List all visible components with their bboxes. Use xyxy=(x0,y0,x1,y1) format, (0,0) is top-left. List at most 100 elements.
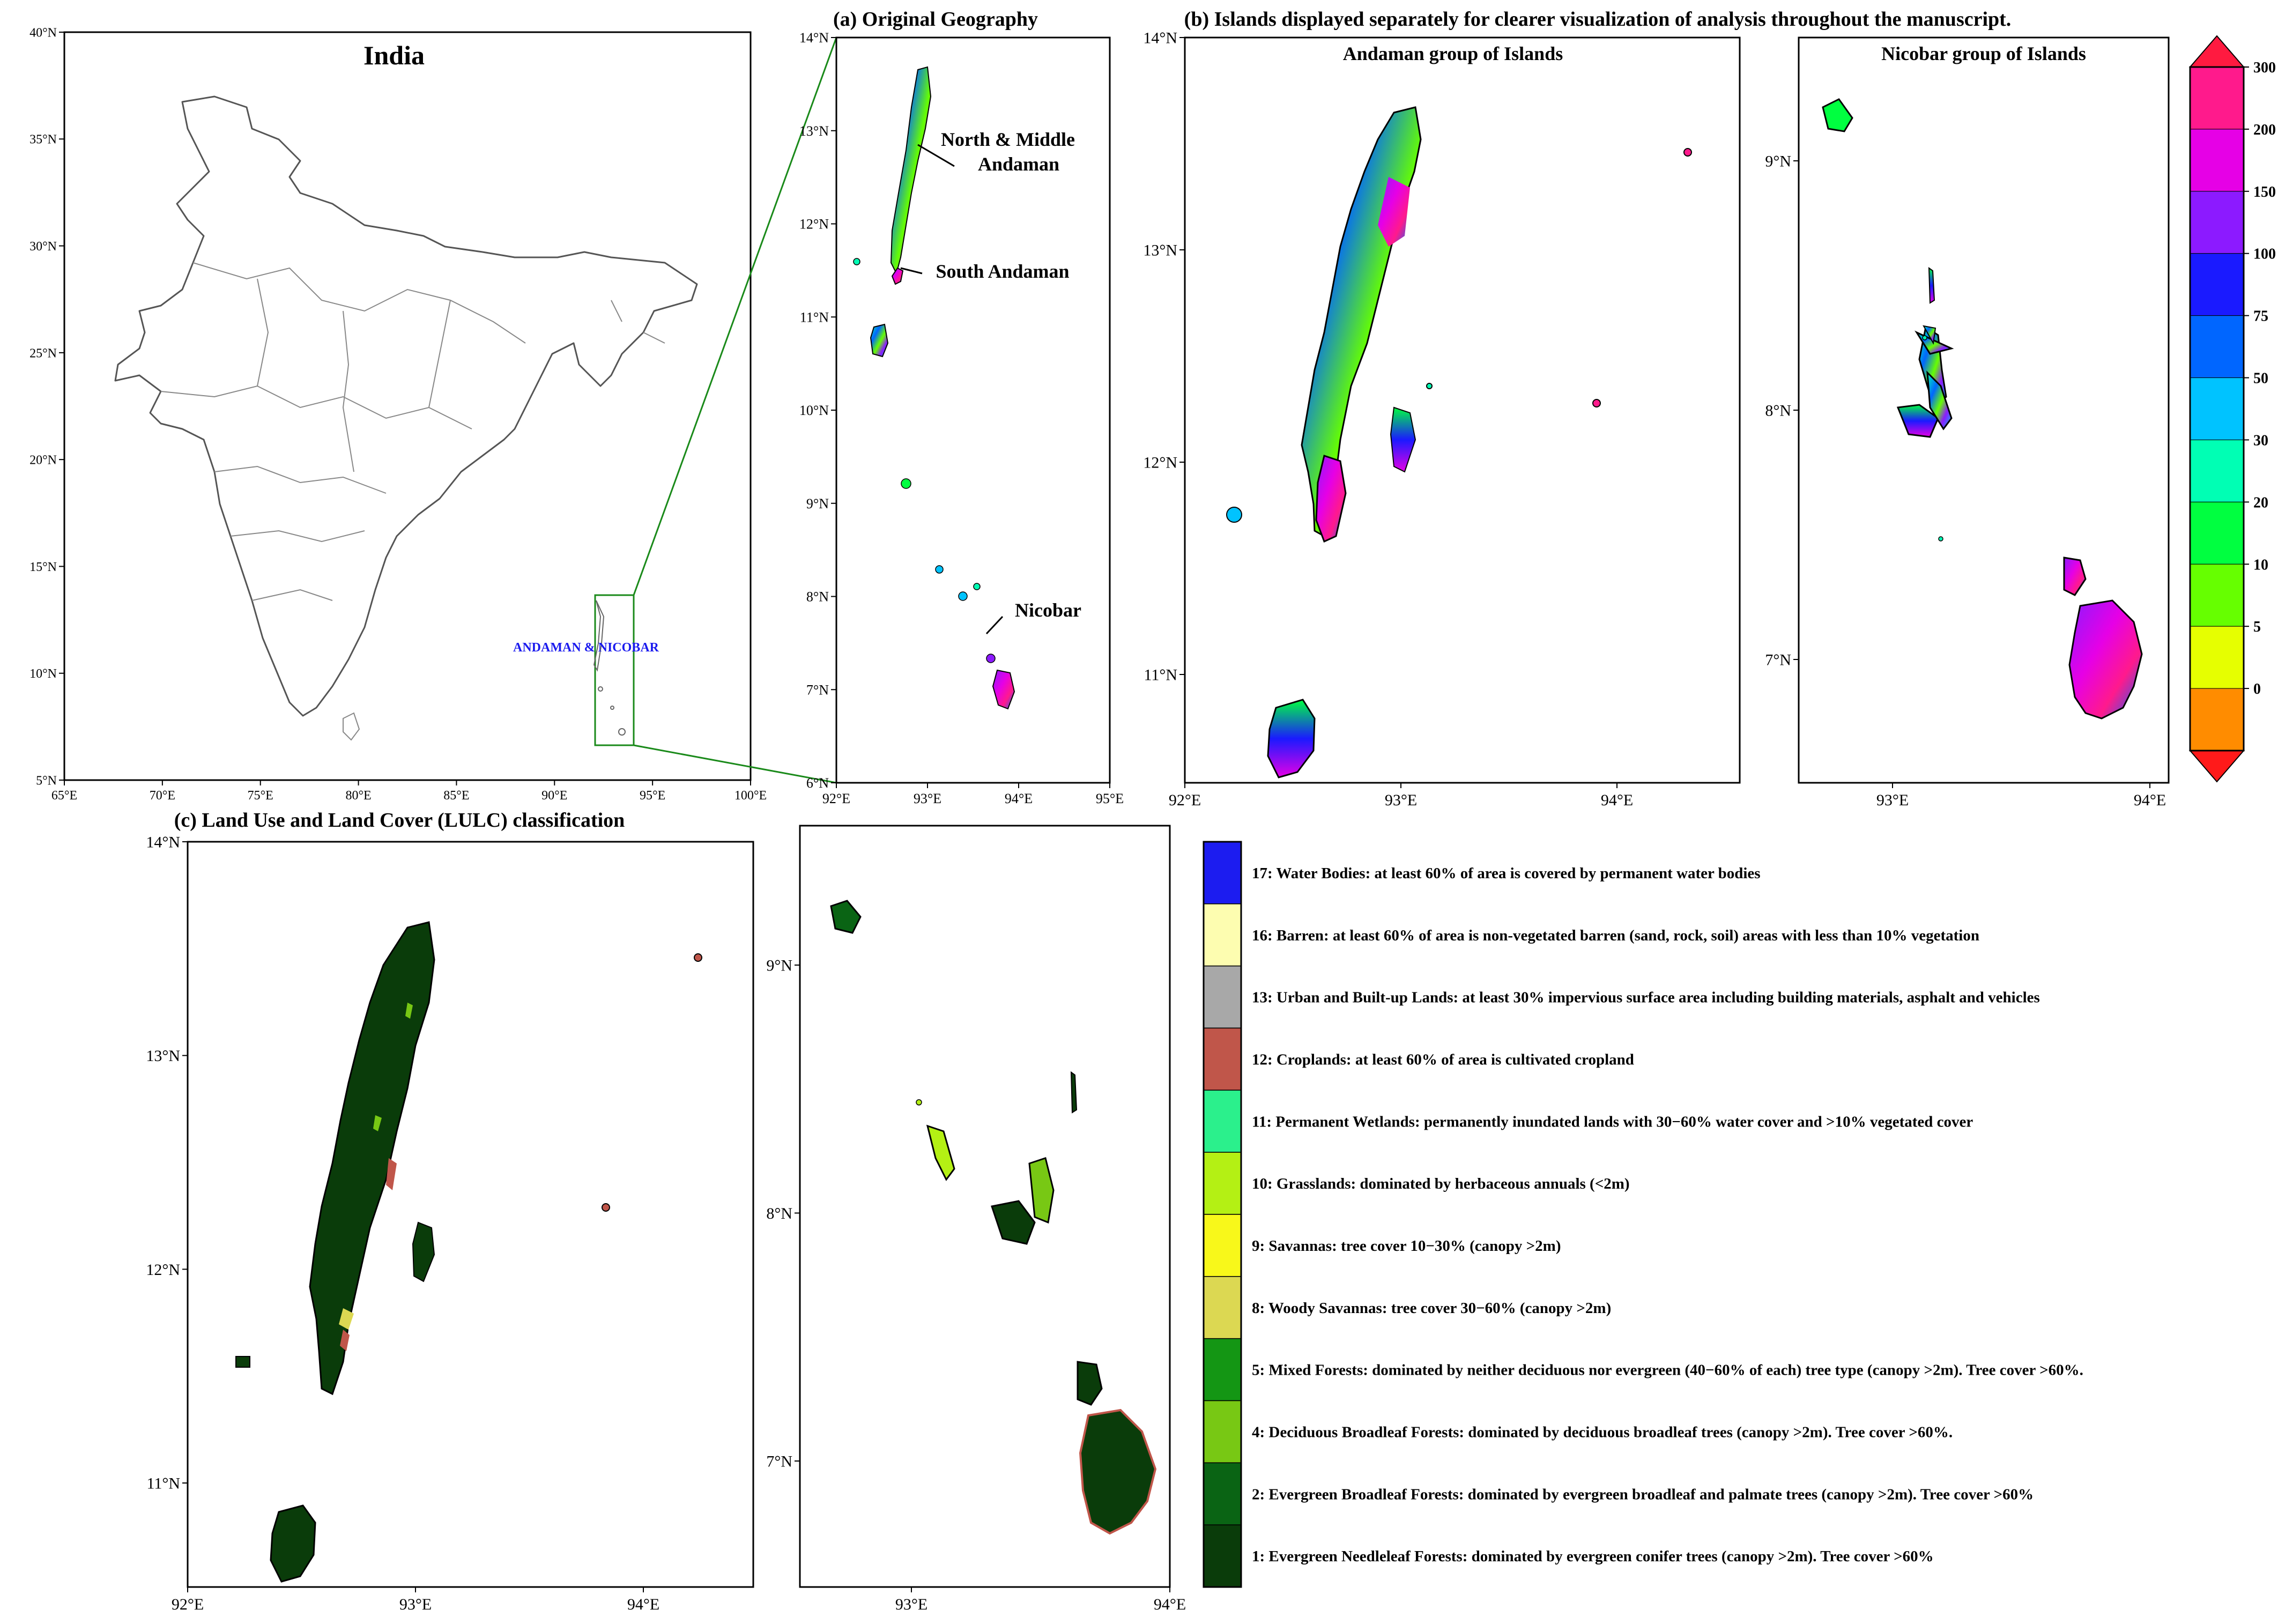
x-tick-label: 100°E xyxy=(734,789,767,803)
x-tick-label: 92°E xyxy=(822,791,850,806)
y-tick-label: 9°N xyxy=(766,957,792,975)
y-tick-label: 5°N xyxy=(36,774,57,788)
andaman-nicobar-label: ANDAMAN & NICOBAR xyxy=(513,641,659,655)
colorbar-arrow-bottom xyxy=(2188,750,2245,783)
panel-a-title: (a) Original Geography xyxy=(833,8,1038,31)
legend-label: 12: Croplands: at least 60% of area is c… xyxy=(1252,1051,1634,1068)
y-tick-label: 13°N xyxy=(146,1047,180,1065)
india-outline xyxy=(114,95,698,717)
panel-c-andaman-y-ticks: 14°N 13°N 12°N 11°N xyxy=(146,834,188,1493)
x-tick-label: 93°E xyxy=(914,791,941,806)
legend-label: 11: Permanent Wetlands: permanently inun… xyxy=(1252,1113,1973,1130)
y-tick-label: 25°N xyxy=(29,346,57,360)
c-nancowry xyxy=(991,1200,1036,1245)
inset-box xyxy=(594,594,635,746)
legend-swatch xyxy=(1203,965,1242,1029)
india-map-panel: India ANDAMAN & NICOBAR 65°E 70°E 75°E 80°E… xyxy=(29,26,767,803)
c-great-nicobar xyxy=(1079,1408,1157,1535)
label-south-andaman: South Andaman xyxy=(936,261,1069,282)
y-tick-label: 12°N xyxy=(146,1261,180,1279)
legend-swatch xyxy=(1203,1524,1242,1588)
legend-swatch xyxy=(1203,1338,1242,1401)
b-small-island xyxy=(1938,536,1943,542)
colorbar-label: 300 xyxy=(2253,60,2276,76)
c-chowra-teressa xyxy=(926,1124,955,1181)
india-andaman-islands xyxy=(593,600,626,736)
legend-label: 13: Urban and Built-up Lands: at least 3… xyxy=(1252,989,2040,1006)
colorbar-segment xyxy=(2190,501,2244,565)
legend-label: 4: Deciduous Broadleaf Forests: dominate… xyxy=(1252,1423,1953,1441)
legend-label: 16: Barren: at least 60% of area is non-… xyxy=(1252,927,1979,944)
y-tick-label: 6°N xyxy=(806,775,829,791)
panel-b-andaman-y-ticks: 14°N 13°N 12°N 11°N xyxy=(1143,29,1185,684)
y-tick-label: 13°N xyxy=(799,123,829,139)
y-tick-label: 40°N xyxy=(29,26,57,40)
arrow-north-middle xyxy=(917,144,955,167)
arrow-nicobar xyxy=(985,616,1004,635)
panel-b-nicobar-title: Nicobar group of Islands xyxy=(1881,43,2086,64)
arrow-south-andaman xyxy=(900,267,923,275)
y-tick-label: 20°N xyxy=(29,454,57,468)
x-tick-label: 94°E xyxy=(1005,791,1033,806)
colorbar-segment xyxy=(2190,66,2244,130)
y-tick-label: 15°N xyxy=(29,560,57,574)
legend-swatch xyxy=(1203,1027,1242,1091)
y-tick-label: 10°N xyxy=(799,403,829,418)
c-little-nicobar xyxy=(1077,1361,1103,1406)
legend-label: 9: Savannas: tree cover 10−30% (canopy >… xyxy=(1252,1237,1561,1255)
colorbar-label: 10 xyxy=(2253,557,2268,573)
y-tick-label: 8°N xyxy=(806,589,829,605)
b-little-nicobar xyxy=(2063,557,2087,596)
panel-b-andaman-x-ticks: 92°E 93°E 94°E xyxy=(1169,783,1633,809)
legend-swatch xyxy=(1203,1400,1242,1464)
legend-swatch xyxy=(1203,1214,1242,1277)
colorbar-segment xyxy=(2190,377,2244,440)
x-tick-label: 65°E xyxy=(51,789,77,803)
x-tick-label: 85°E xyxy=(443,789,469,803)
colorbar-arrow-top xyxy=(2188,35,2245,68)
b-ritchies-archipelago xyxy=(1390,406,1416,473)
lulc-legend: 17: Water Bodies: at least 60% of area i… xyxy=(1203,841,2083,1588)
sri-lanka-outline xyxy=(343,712,360,741)
panel-a-small-island xyxy=(986,654,996,663)
india-title: India xyxy=(363,40,425,70)
panel-a-small-island xyxy=(935,565,944,574)
legend-swatch xyxy=(1203,1089,1242,1153)
y-tick-label: 13°N xyxy=(1143,242,1177,259)
panel-c-nicobar-y-ticks: 9°N 8°N 7°N xyxy=(766,957,800,1471)
india-x-ticks: 65°E 70°E 75°E 80°E 85°E 90°E 95°E 100°E xyxy=(51,780,767,803)
legend-label: 2: Evergreen Broadleaf Forests: dominate… xyxy=(1252,1486,2034,1503)
x-tick-label: 70°E xyxy=(150,789,175,803)
colorbar-frame xyxy=(2189,66,2245,752)
legend-label: 5: Mixed Forests: dominated by neither d… xyxy=(1252,1362,2083,1379)
b-little-andaman xyxy=(1267,699,1316,778)
legend-swatch xyxy=(1203,841,1242,904)
panel-b-andaman-frame xyxy=(1184,36,1741,784)
zoom-line-top xyxy=(633,37,837,596)
y-tick-label: 11°N xyxy=(800,309,829,325)
x-tick-label: 75°E xyxy=(248,789,273,803)
y-tick-label: 7°N xyxy=(766,1453,792,1471)
x-tick-label: 90°E xyxy=(541,789,567,803)
colorbar-label: 20 xyxy=(2253,494,2268,511)
panel-a-south-andaman xyxy=(891,267,904,285)
y-tick-label: 35°N xyxy=(29,133,57,147)
y-tick-label: 12°N xyxy=(1143,454,1177,472)
legend-swatch xyxy=(1203,1462,1242,1525)
panel-a-great-nicobar xyxy=(992,669,1015,710)
y-tick-label: 7°N xyxy=(1765,651,1791,669)
label-andaman: Andaman xyxy=(978,153,1059,175)
panel-c-andaman: 92°E 93°E 94°E 14°N 13°N 12°N 11°N xyxy=(146,834,754,1613)
panel-a-frame xyxy=(835,36,1111,784)
panel-a-x-ticks: 92°E 93°E 94°E 95°E xyxy=(822,783,1124,806)
y-tick-label: 10°N xyxy=(29,667,57,681)
y-tick-label: 8°N xyxy=(1765,402,1791,420)
colorbar-segment xyxy=(2190,129,2244,192)
c-car-nicobar xyxy=(830,900,862,934)
panel-b-nicobar-x-ticks: 93°E 94°E xyxy=(1876,783,2166,809)
panel-a-small-island xyxy=(973,583,981,590)
panel-c-nicobar-frame xyxy=(799,825,1171,1588)
label-nicobar: Nicobar xyxy=(1015,599,1081,621)
b-car-nicobar xyxy=(1822,98,1853,132)
colorbar-segment xyxy=(2190,563,2244,627)
